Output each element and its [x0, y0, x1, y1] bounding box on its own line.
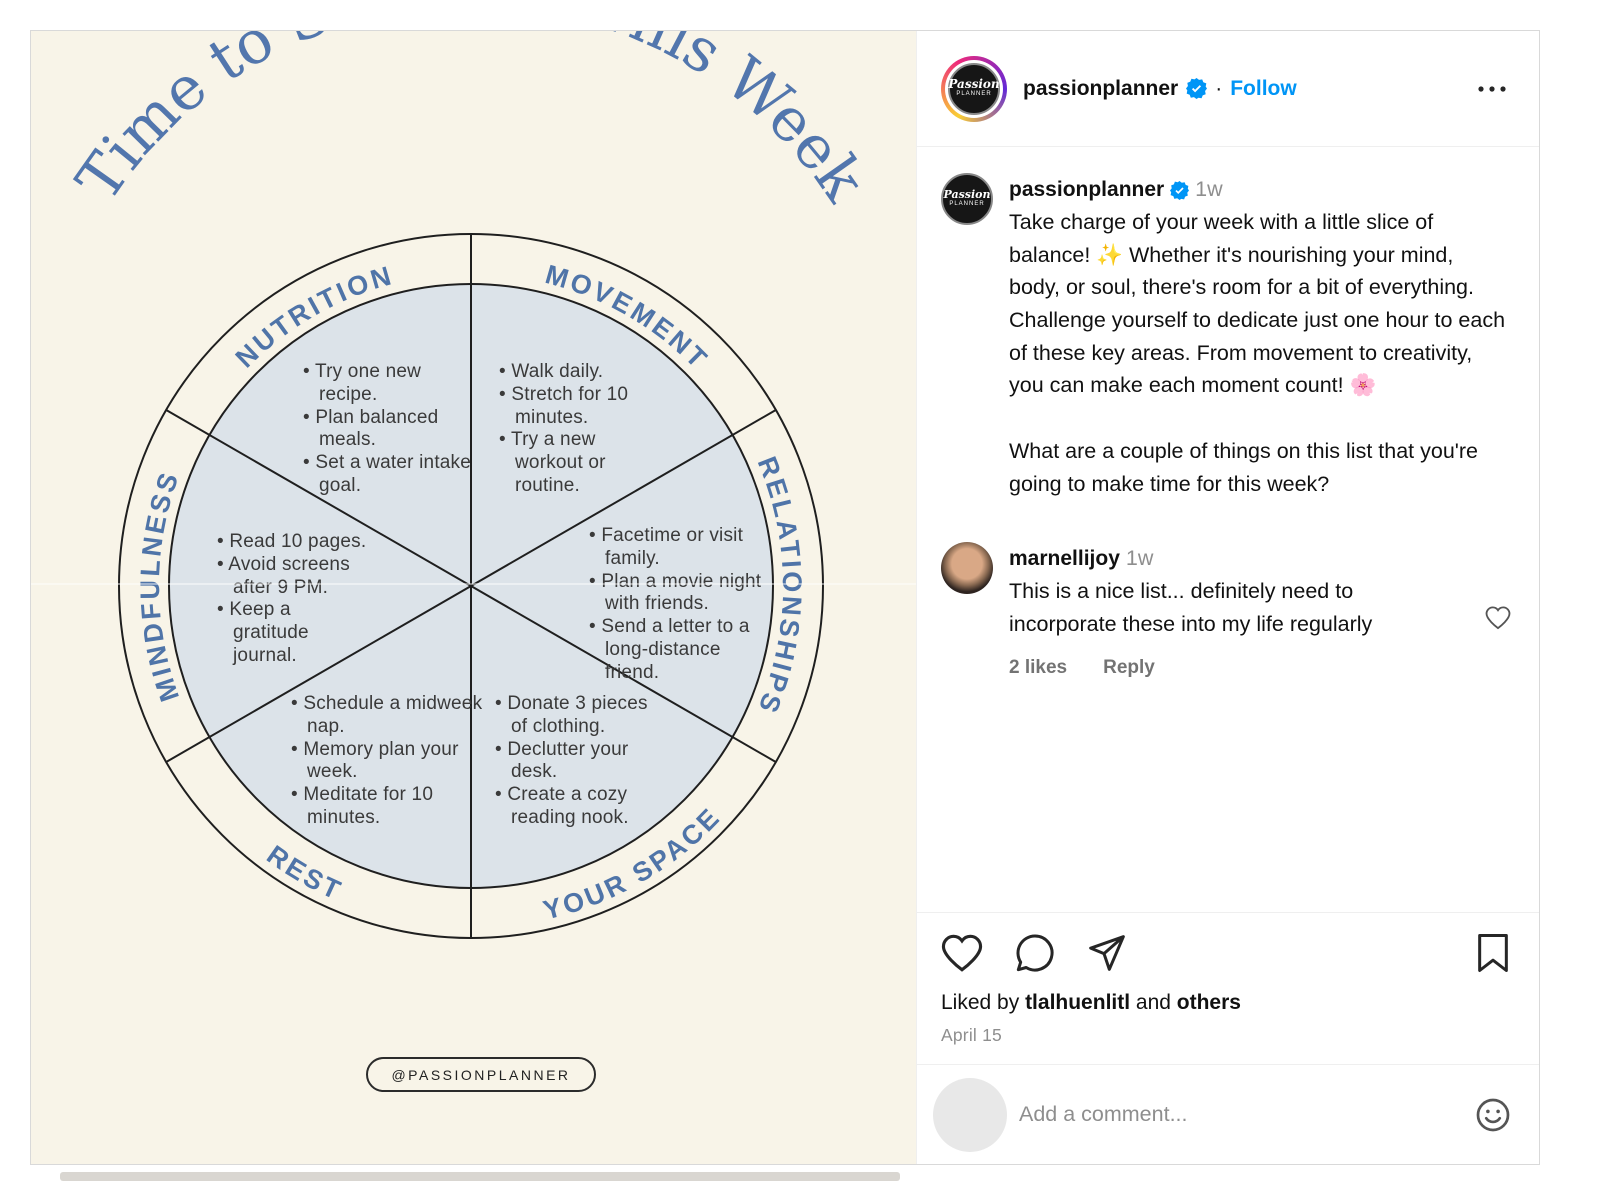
- caption-paragraph: Take charge of your week with a little s…: [1009, 209, 1506, 398]
- relationships-task-list: Facetime or visit family. Plan a movie n…: [589, 525, 777, 685]
- caption-block: Passion PLANNER passionplanner 1w Take c…: [941, 173, 1511, 500]
- nutrition-task-list: Try one new recipe. Plan balanced meals.…: [303, 361, 481, 498]
- header-username[interactable]: passionplanner: [1023, 76, 1179, 100]
- liked-by-others[interactable]: others: [1176, 991, 1241, 1014]
- follow-button[interactable]: Follow: [1230, 76, 1297, 100]
- reply-button[interactable]: Reply: [1103, 656, 1155, 678]
- list-item: Schedule a midweek nap.: [291, 693, 487, 739]
- comment-username[interactable]: marnellijoy: [1009, 547, 1120, 571]
- instagram-post-card: Time to Schedule This Week MINDFULNESS N…: [30, 30, 1540, 1165]
- post-header: Passion PLANNER passionplanner · Follow: [917, 31, 1539, 147]
- list-item: Try a new workout or routine.: [499, 429, 649, 497]
- liked-by-line: Liked by tlalhuenlitl and others: [941, 991, 1511, 1015]
- caption-header: passionplanner 1w: [1009, 173, 1509, 206]
- list-item: Walk daily.: [499, 361, 649, 384]
- list-item: Create a cozy reading nook.: [495, 784, 665, 830]
- logo-script-text: Passion: [948, 77, 1000, 92]
- share-send-icon[interactable]: [1087, 933, 1127, 973]
- caption-timestamp: 1w: [1195, 177, 1223, 201]
- list-item: Meditate for 10 minutes.: [291, 784, 487, 830]
- like-heart-icon[interactable]: [941, 934, 983, 973]
- post-date: April 15: [941, 1025, 1002, 1045]
- separator-dot: ·: [1215, 76, 1223, 100]
- post-title-arc: Time to Schedule This Week: [63, 31, 879, 214]
- list-item: Memory plan your week.: [291, 739, 487, 785]
- list-item: Plan balanced meals.: [303, 407, 481, 453]
- logo-caps-text: PLANNER: [956, 91, 992, 98]
- comment-bubble-icon[interactable]: [1015, 933, 1055, 973]
- more-options-icon[interactable]: [1473, 77, 1511, 100]
- list-item: Read 10 pages.: [217, 531, 367, 554]
- list-item: Donate 3 pieces of clothing.: [495, 693, 665, 739]
- comment-timestamp: 1w: [1125, 546, 1154, 571]
- verified-badge-icon: [1170, 181, 1190, 200]
- logo-script-text: Passion: [943, 188, 991, 202]
- mindfulness-task-list: Read 10 pages. Avoid screens after 9 PM.…: [217, 531, 367, 668]
- list-item: Stretch for 10 minutes.: [499, 384, 649, 430]
- verified-badge-icon: [1186, 78, 1208, 99]
- add-comment-row: [917, 1064, 1539, 1164]
- logo-caps-text: PLANNER: [949, 201, 985, 208]
- comment-like-heart-icon[interactable]: [1485, 606, 1511, 633]
- movement-task-list: Walk daily. Stretch for 10 minutes. Try …: [499, 361, 649, 498]
- passionplanner-logo: Passion PLANNER: [941, 173, 993, 225]
- list-item: Declutter your desk.: [495, 739, 665, 785]
- wheel-divider-diagonal-2: [165, 409, 777, 763]
- list-item: Avoid screens after 9 PM.: [217, 554, 367, 600]
- list-item: Send a letter to a long-distance friend.: [589, 616, 777, 684]
- schedule-wheel-graphic: Time to Schedule This Week MINDFULNESS N…: [63, 31, 879, 939]
- next-post-edge[interactable]: [60, 1172, 900, 1181]
- caption-question-paragraph: What are a couple of things on this list…: [1009, 438, 1479, 496]
- post-side-panel: Passion PLANNER passionplanner · Follow: [916, 31, 1539, 1164]
- comment-block: marnellijoy 1w This is a nice list... de…: [941, 542, 1511, 640]
- comment-likes-count[interactable]: 2 likes: [1009, 656, 1068, 678]
- list-item: Facetime or visit family.: [589, 525, 777, 571]
- avatar[interactable]: Passion PLANNER: [941, 173, 993, 225]
- your-space-task-list: Donate 3 pieces of clothing. Declutter y…: [495, 693, 665, 830]
- bookmark-save-icon[interactable]: [1475, 933, 1511, 973]
- watermark-pill: @PASSIONPLANNER: [366, 1057, 596, 1092]
- liked-by-username[interactable]: tlalhuenlitl: [1025, 991, 1131, 1014]
- list-item: Try one new recipe.: [303, 361, 481, 407]
- caption-username[interactable]: passionplanner: [1009, 178, 1165, 201]
- post-actions-section: Liked by tlalhuenlitl and others April 1…: [917, 912, 1539, 1046]
- current-user-avatar: [933, 1077, 1007, 1152]
- list-item: Keep a gratitude journal.: [217, 599, 367, 667]
- list-item: Set a water intake goal.: [303, 452, 481, 498]
- liked-by-prefix: Liked by: [941, 991, 1026, 1014]
- add-comment-input[interactable]: [1019, 1102, 1475, 1127]
- comment-text: This is a nice list... definitely need t…: [1009, 579, 1373, 636]
- comment-meta-row: 2 likes Reply: [1009, 657, 1511, 679]
- list-item: Plan a movie night with friends.: [589, 571, 777, 617]
- comments-scroll-area[interactable]: Passion PLANNER passionplanner 1w Take c…: [917, 147, 1539, 912]
- liked-by-mid: and: [1130, 991, 1177, 1014]
- post-image[interactable]: Time to Schedule This Week MINDFULNESS N…: [31, 31, 916, 1164]
- passionplanner-logo: Passion PLANNER: [948, 62, 1000, 115]
- avatar[interactable]: Passion PLANNER: [941, 55, 1007, 122]
- avatar[interactable]: [941, 542, 993, 595]
- emoji-smiley-icon[interactable]: [1475, 1097, 1511, 1133]
- rest-task-list: Schedule a midweek nap. Memory plan your…: [291, 693, 487, 830]
